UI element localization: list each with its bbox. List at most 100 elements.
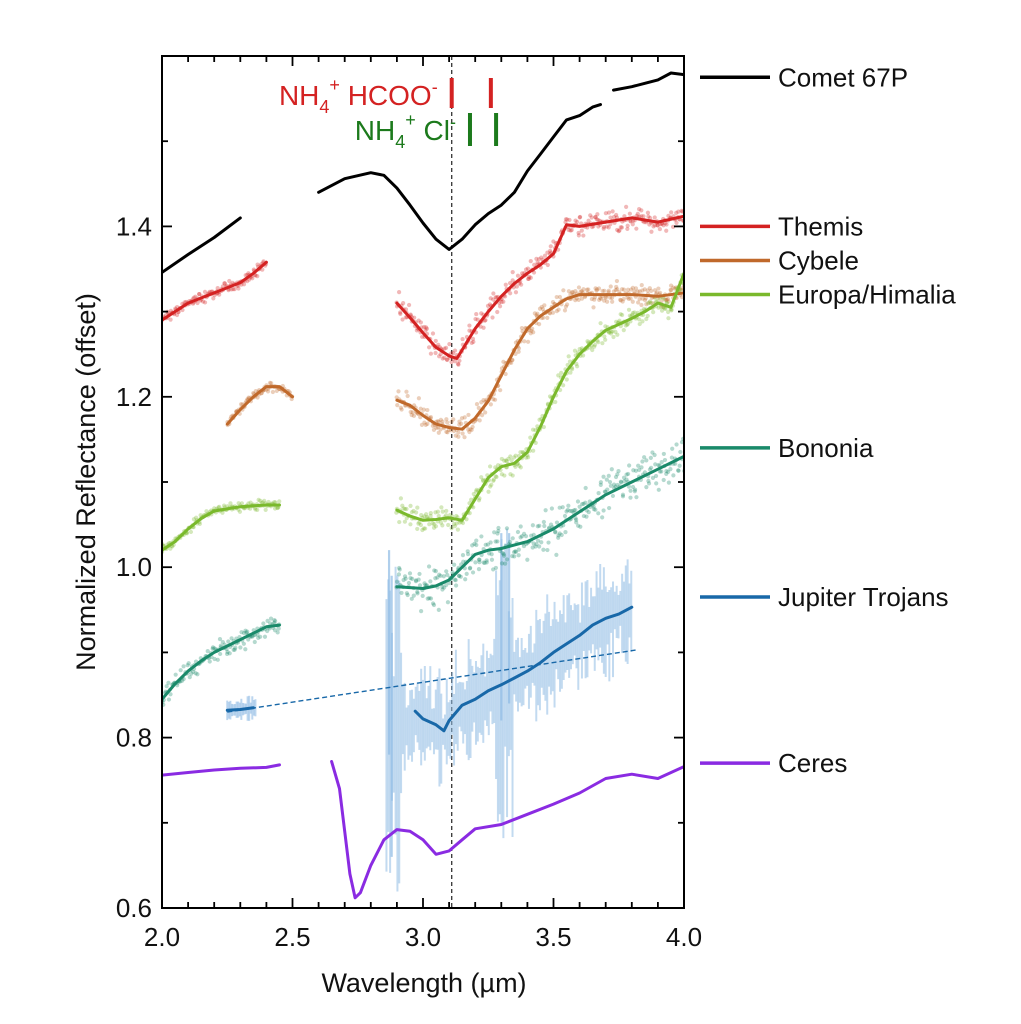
data-point (514, 284, 519, 289)
data-point (642, 455, 647, 460)
data-point (440, 419, 445, 424)
data-point (239, 402, 244, 407)
data-point (520, 449, 525, 455)
data-point (469, 340, 474, 346)
data-point (474, 401, 480, 407)
data-point (255, 507, 260, 512)
data-point (466, 427, 471, 432)
data-point (227, 278, 232, 284)
data-point (647, 215, 653, 221)
data-point (460, 520, 466, 526)
data-point (568, 292, 573, 297)
data-point (620, 494, 626, 499)
data-point (583, 485, 588, 491)
data-point (488, 296, 493, 301)
data-point (168, 317, 173, 322)
data-point (665, 309, 671, 315)
data-point (481, 325, 486, 330)
data-point (608, 284, 613, 289)
data-point (633, 468, 639, 473)
data-point (610, 493, 616, 499)
data-point (677, 463, 682, 468)
data-point (596, 224, 601, 229)
data-point (559, 532, 564, 538)
data-point (258, 634, 263, 639)
data-point (651, 224, 656, 229)
data-point (678, 449, 683, 455)
data-point (467, 328, 472, 333)
data-point (637, 207, 642, 212)
data-point (613, 474, 619, 480)
data-point (510, 270, 515, 275)
data-point (493, 474, 498, 479)
data-point (403, 576, 408, 581)
x-tick-label: 3.0 (405, 922, 441, 952)
data-point (268, 616, 274, 621)
data-point (435, 575, 440, 580)
data-point (613, 329, 618, 334)
data-point (479, 534, 484, 539)
data-point (178, 668, 183, 673)
data-point (473, 489, 479, 494)
data-point (270, 389, 275, 395)
data-point (406, 580, 412, 586)
data-point (580, 353, 586, 358)
data-point (210, 646, 215, 651)
data-point (608, 331, 614, 336)
data-point (593, 214, 598, 220)
data-point (253, 389, 258, 394)
data-point (269, 381, 274, 386)
data-point (631, 468, 636, 473)
data-point (423, 325, 429, 330)
data-point (604, 477, 609, 482)
data-point (625, 321, 631, 326)
data-point (501, 553, 507, 558)
data-point (459, 416, 465, 421)
series-line (413, 605, 634, 733)
data-point (639, 208, 644, 213)
data-point (668, 288, 674, 293)
data-point (435, 419, 440, 424)
data-point (492, 530, 497, 535)
data-point (651, 310, 656, 315)
data-point (248, 500, 253, 505)
data-point (535, 538, 541, 543)
data-point (637, 321, 642, 327)
data-point (212, 656, 217, 662)
legend-label: Ceres (778, 748, 847, 778)
data-point (620, 299, 625, 304)
data-point (666, 316, 671, 321)
data-point (460, 553, 466, 558)
data-point (566, 289, 571, 294)
data-point (484, 558, 489, 563)
data-point (195, 672, 200, 677)
data-point (453, 578, 458, 583)
data-point (479, 412, 485, 418)
data-point (566, 227, 571, 233)
data-point (574, 361, 579, 366)
data-point (652, 288, 658, 293)
data-point (672, 286, 677, 291)
data-point (197, 291, 202, 297)
data-point (594, 288, 599, 293)
data-point (237, 509, 243, 514)
data-point (459, 421, 464, 426)
band-marker-label-part: - (432, 77, 438, 97)
data-point (525, 557, 530, 562)
data-point (574, 517, 579, 522)
data-point (594, 287, 600, 292)
data-point (562, 513, 568, 519)
data-point (679, 286, 684, 291)
data-point (460, 431, 465, 436)
data-point (216, 505, 221, 510)
data-point (481, 560, 486, 565)
data-point (644, 458, 649, 463)
data-point (508, 291, 513, 296)
data-point (436, 513, 441, 519)
data-point (504, 526, 510, 531)
data-point (669, 210, 674, 215)
data-point (534, 542, 539, 547)
data-point (669, 308, 674, 313)
data-point (658, 290, 663, 296)
data-point (603, 295, 608, 301)
